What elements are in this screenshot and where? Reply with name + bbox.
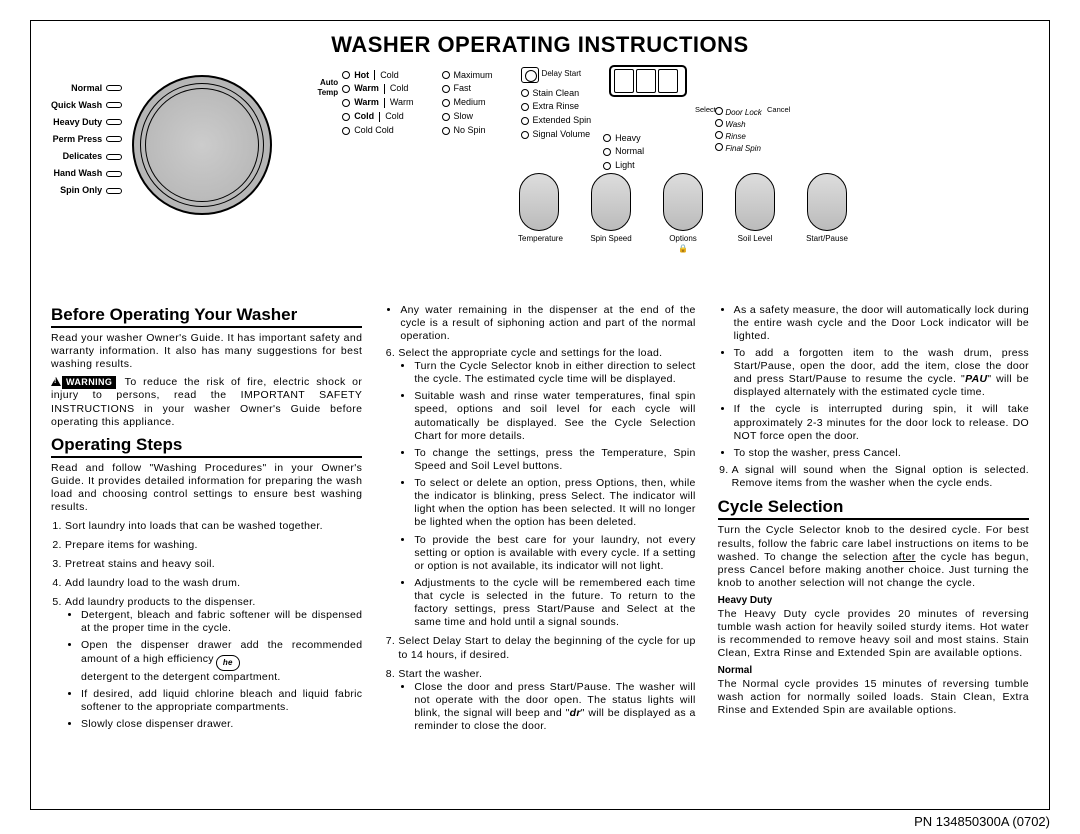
temp-options: Auto Temp Hot Cold Warm Cold Warm Warm C… (342, 65, 413, 250)
heading-steps: Operating Steps (51, 434, 362, 455)
soil-options: Heavy Normal Light (603, 97, 687, 174)
heading-cycle: Cycle Selection (718, 496, 1029, 517)
page-title: WASHER OPERATING INSTRUCTIONS (51, 31, 1029, 59)
heading-before: Before Operating Your Washer (51, 304, 362, 325)
soil-level-button[interactable] (735, 173, 775, 231)
temperature-button[interactable] (519, 173, 559, 231)
column-2: Any water remaining in the dispenser at … (384, 300, 695, 740)
column-1: Before Operating Your Washer Read your w… (51, 300, 362, 740)
warning-icon (51, 377, 61, 386)
options-button[interactable] (663, 173, 703, 231)
spin-speed-button[interactable] (591, 173, 631, 231)
page-frame: WASHER OPERATING INSTRUCTIONS Normal Qui… (30, 20, 1050, 810)
part-number: PN 134850300A (0702) (30, 814, 1050, 830)
cycle-dial[interactable] (132, 75, 272, 215)
column-3: As a safety measure, the door will autom… (718, 300, 1029, 740)
time-display (609, 65, 687, 97)
body-columns: Before Operating Your Washer Read your w… (51, 300, 1029, 740)
button-row: Temperature Spin Speed SelectOptions🔒 Ca… (518, 173, 848, 254)
delay-icon (521, 67, 539, 83)
warning-badge: WARNING (62, 376, 116, 389)
cycle-list: Normal Quick Wash Heavy Duty Perm Press … (51, 65, 122, 250)
he-icon: he (216, 655, 240, 671)
speed-options: Maximum Fast Medium Slow No Spin (442, 65, 493, 250)
start-pause-button[interactable] (807, 173, 847, 231)
